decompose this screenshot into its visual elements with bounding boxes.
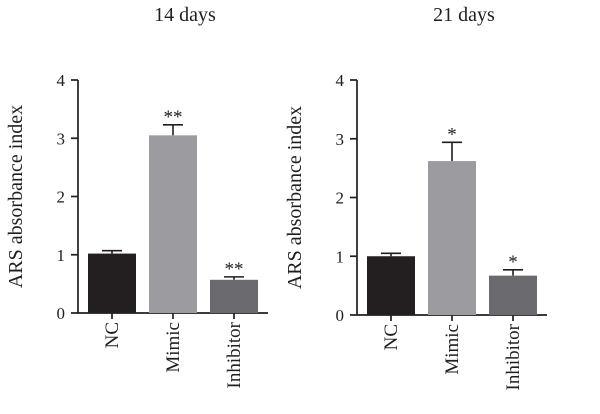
y-axis-label: ARS absorbance index	[5, 105, 27, 288]
chart-title: 14 days	[154, 4, 216, 26]
bar-nc	[367, 256, 415, 315]
y-tick-label: 3	[57, 129, 66, 148]
bar-inhibitor	[489, 275, 537, 315]
bar-inhibitor	[210, 279, 258, 313]
category-label: NC	[102, 322, 123, 348]
bar-mimic	[428, 161, 476, 315]
y-tick-label: 1	[57, 246, 66, 265]
y-tick-label: 0	[57, 304, 66, 323]
significance-mark: *	[447, 124, 457, 145]
significance-mark: *	[508, 252, 518, 273]
significance-mark: **	[225, 259, 244, 280]
y-tick-label: 4	[336, 71, 345, 90]
chart-panel-2: 21 days ARS absorbance index 0 1 2 3 4 NC * Mimic…	[284, 4, 547, 391]
y-tick-label: 2	[57, 188, 66, 207]
y-tick-label: 2	[336, 189, 345, 208]
y-tick-label: 3	[336, 130, 345, 149]
y-tick-label: 0	[336, 306, 345, 325]
chart-title: 21 days	[433, 4, 495, 26]
y-axis-label: ARS absorbance index	[284, 106, 306, 289]
chart-panel-1: 14 days ARS absorbance index 0 1 2 3 4 NC ** Mimi…	[5, 4, 268, 389]
bar-nc	[88, 253, 136, 313]
bar-mimic	[149, 135, 197, 313]
y-tick-label: 1	[336, 247, 345, 266]
category-label: Inhibitor	[224, 321, 245, 388]
category-label: NC	[381, 324, 402, 350]
category-label: Mimic	[163, 322, 184, 373]
category-label: Mimic	[442, 324, 463, 375]
y-tick-label: 4	[57, 71, 66, 90]
significance-mark: **	[164, 107, 183, 128]
category-label: Inhibitor	[503, 323, 524, 390]
